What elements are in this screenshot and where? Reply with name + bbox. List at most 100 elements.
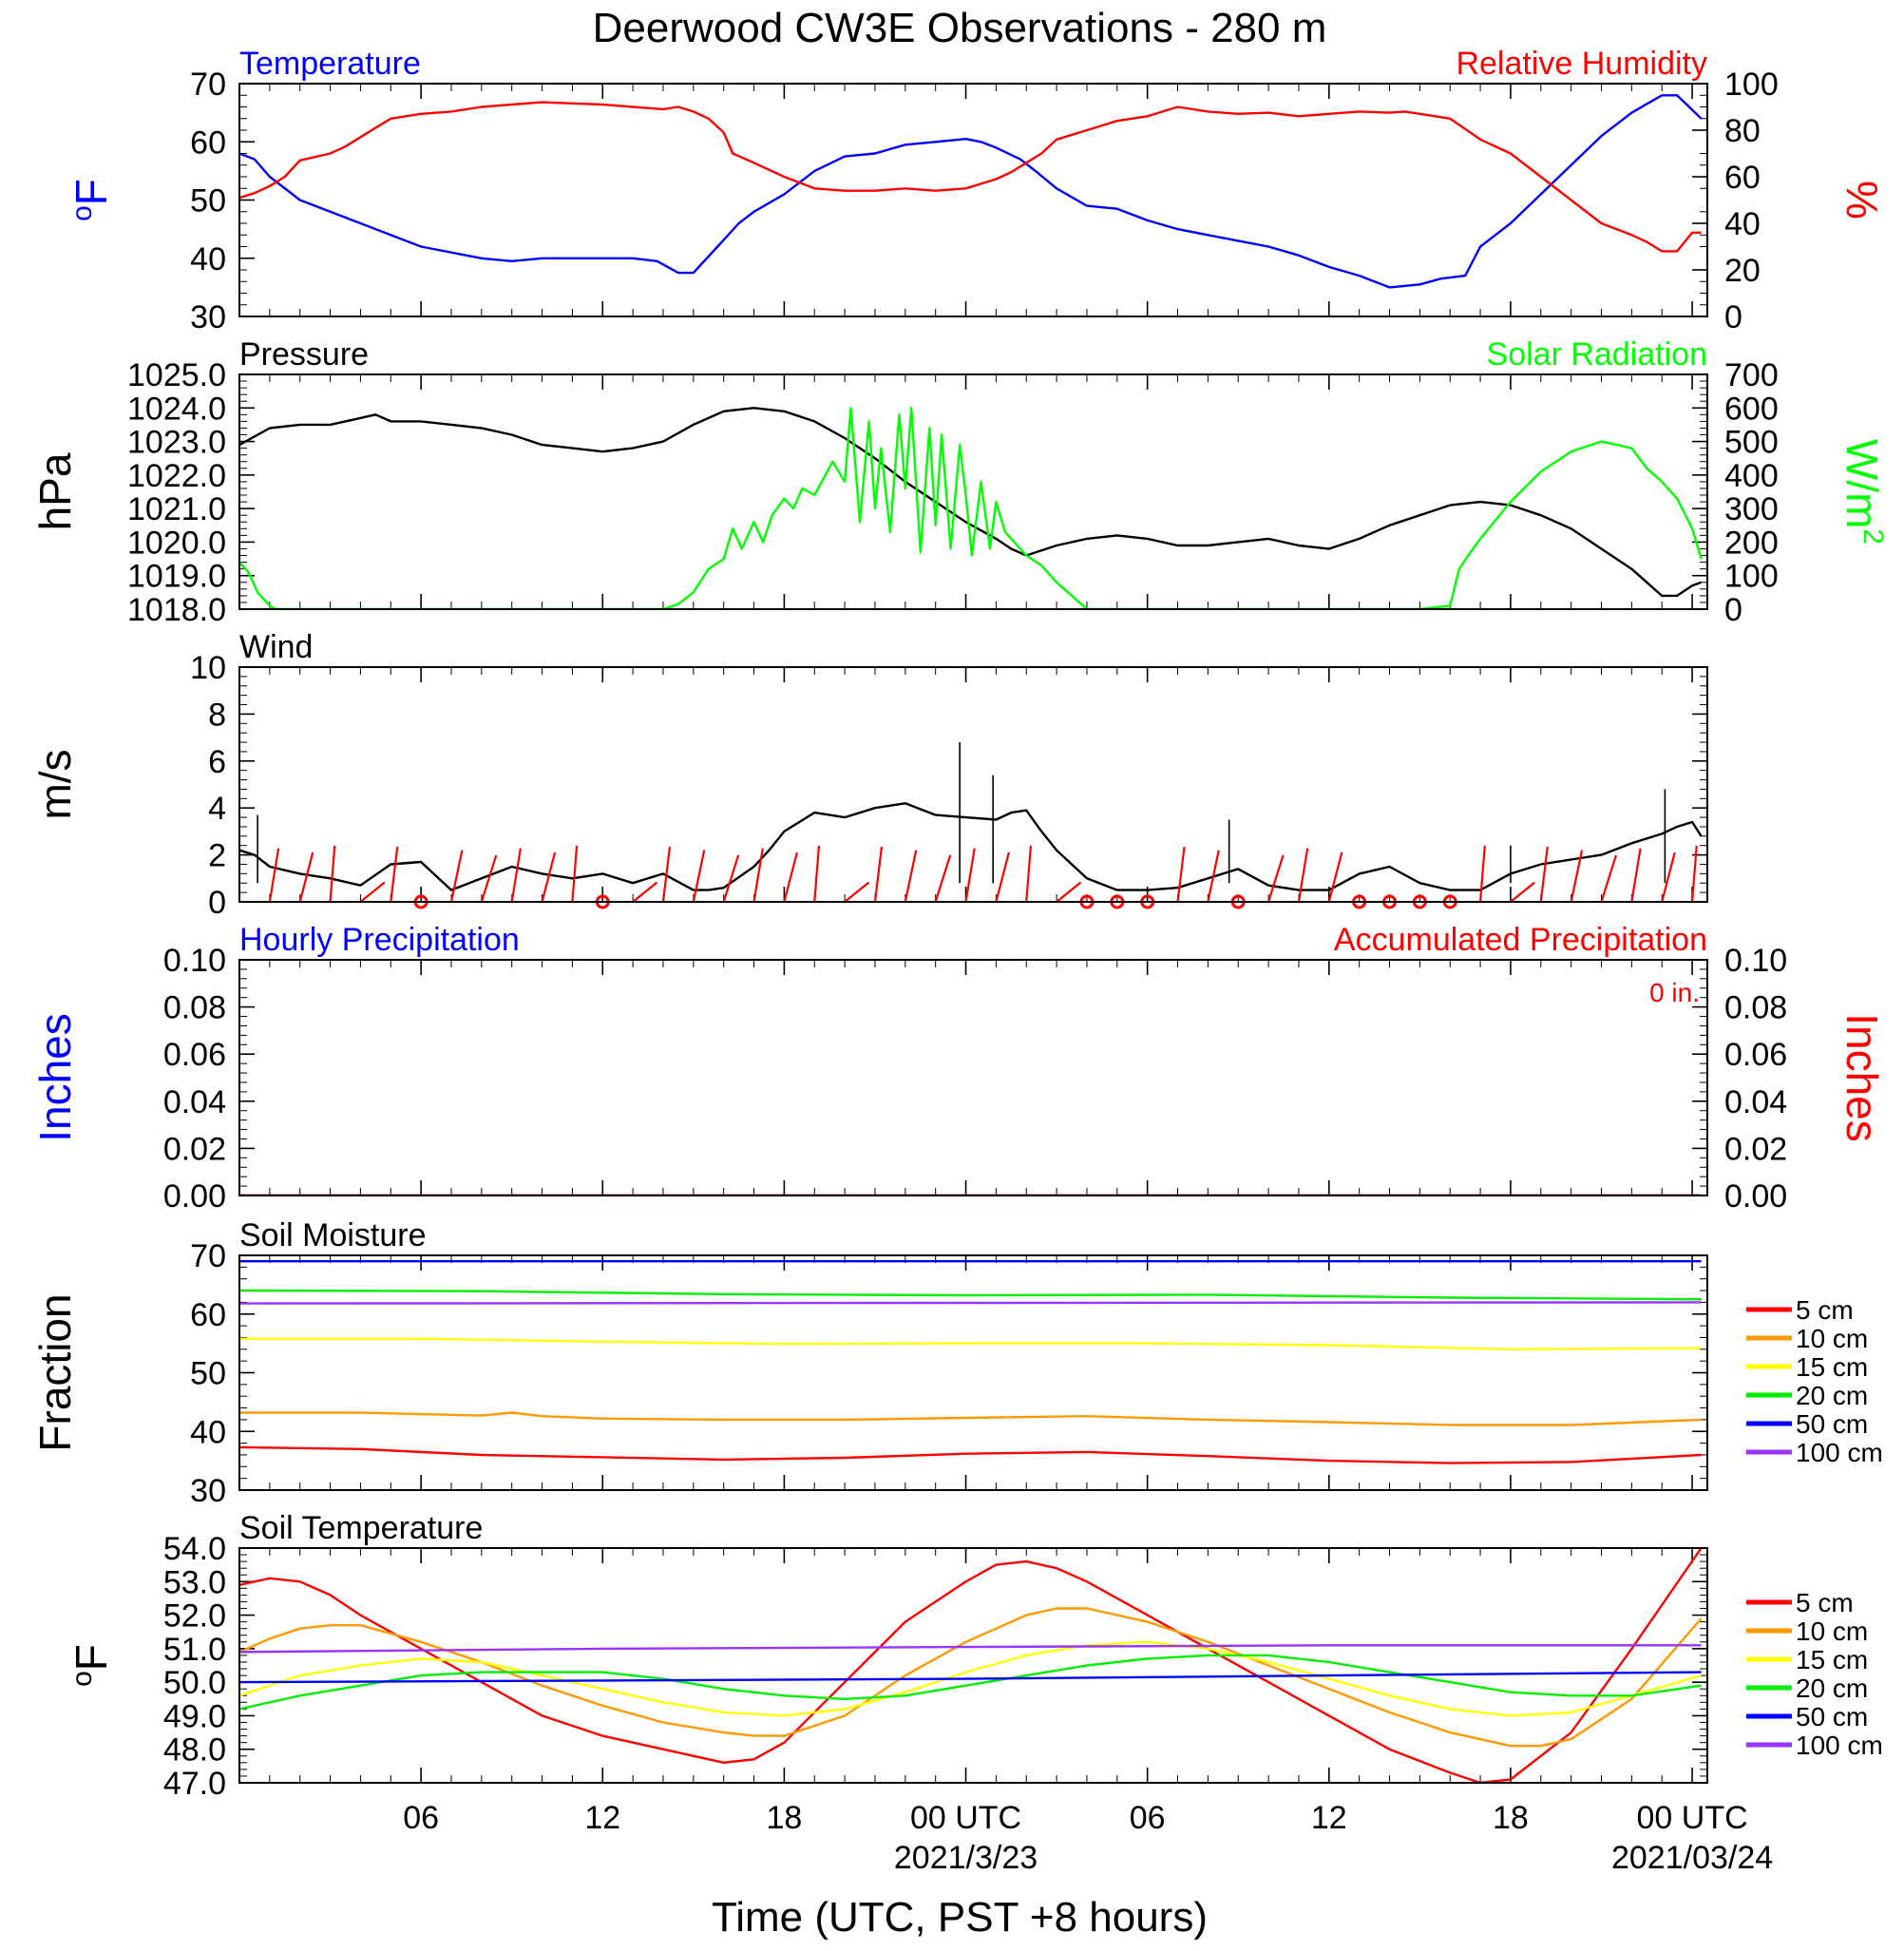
series-line-20-cm [239,1654,1702,1711]
wind-barb [934,854,952,903]
y-tick-label-left: 1018.0 [127,592,226,628]
wind-barb [1690,845,1698,903]
wind-barb [1661,851,1676,903]
wind-barb [692,850,706,903]
series-line-relative-humidity [239,101,1702,253]
legend-label: 10 cm [1796,1616,1868,1646]
series-line-20-cm [239,1289,1702,1301]
panel-frame [238,1547,1708,1784]
legend-label: 15 cm [1796,1645,1868,1674]
wind-barb [1267,854,1285,903]
wind-barb [480,854,498,903]
panel-title-left: Soil Moisture [239,1217,427,1253]
accumulated-total: 0 in. [1649,978,1700,1007]
panel-title-left: Hourly Precipitation [239,922,520,958]
y-axis-title-right: W/m2 [1837,439,1889,545]
legend-label: 50 cm [1796,1702,1868,1731]
series-line-pressure [239,407,1703,598]
series-line-100-cm [239,1301,1702,1305]
panel-title-right: Accumulated Precipitation [1334,922,1707,958]
y-tick-label-right: 300 [1724,491,1779,527]
y-axis-title-left: m/s [30,749,80,819]
y-tick-label-left: 30 [190,299,226,335]
wind-barb [1570,850,1584,903]
figure-title: Deerwood CW3E Observations - 280 m [593,5,1327,51]
time-axis: 06 12 18 00 UTC 2021/3/23 06 12 18 00 UTC 2021/03… [403,1800,1773,1876]
y-tick-label-left: 49.0 [163,1698,226,1734]
wind-barb [632,881,658,903]
wind-barb [813,845,821,903]
wind-barb [1297,848,1309,903]
series-group [239,94,1703,289]
y-tick-label-right: 0.06 [1724,1037,1787,1073]
panel-frame [238,959,1708,1196]
y-tick-label-left: 70 [190,1238,226,1274]
wind-barb [1510,881,1536,903]
y-tick-label-right: 500 [1724,425,1779,461]
y-axis-title-left: Inches [30,1013,80,1142]
y-tick-label-right: 600 [1724,391,1779,427]
legend-label: 100 cm [1796,1438,1883,1467]
y-tick-label-right: 100 [1724,67,1779,103]
wind-barb [1025,845,1033,903]
panel-title-right: Solar Radiation [1487,336,1707,373]
y-tick-label-right: 0.08 [1724,990,1787,1026]
wind-barb [1600,854,1618,903]
panel-frame [238,373,1708,610]
y-tick-label-left: 0.02 [163,1131,226,1167]
y-tick-label-right: 100 [1724,559,1779,595]
y-axis-title-left: oF [67,179,116,221]
panel-title-left: Soil Temperature [239,1510,483,1546]
y-tick-label-left: 50 [190,183,226,220]
legend-label: 10 cm [1796,1324,1868,1353]
y-tick-label-left: 6 [208,744,226,780]
wind-barb [1056,881,1082,903]
wind-barb [268,848,280,903]
legend-label: 15 cm [1796,1352,1868,1382]
wind-barb [510,848,523,903]
y-axis-title-right: Inches [1837,1013,1887,1142]
y-tick-label-left: 51.0 [163,1632,226,1668]
series-group [239,1260,1702,1464]
wind-barb [359,881,386,903]
y-axis-title-left: Fraction [30,1293,80,1451]
y-tick-label-left: 0.04 [163,1084,226,1120]
y-tick-label-left: 40 [190,241,226,277]
panel-title-right: Relative Humidity [1456,46,1707,82]
x-axis-title: Time (UTC, PST +8 hours) [712,1894,1208,1941]
y-tick-label-left: 40 [190,1414,226,1450]
y-tick-label-left: 1022.0 [127,458,226,494]
y-tick-label-left: 0 [208,885,226,921]
series-group [239,1548,1703,1783]
panel-frame [238,83,1708,317]
wind-barb [661,846,672,903]
y-tick-label-left: 53.0 [163,1564,226,1600]
y-tick-label-left: 54.0 [163,1531,226,1567]
legend-label: 5 cm [1796,1588,1854,1617]
x-tick-label: 06 [403,1800,439,1836]
y-tick-label-left: 0.06 [163,1037,226,1073]
y-tick-label-left: 30 [190,1473,226,1509]
legend-label: 100 cm [1796,1731,1883,1760]
series-line-temperature [239,94,1703,289]
y-tick-label-left: 70 [190,67,226,103]
y-tick-label-left: 10 [190,650,226,686]
y-tick-label-right: 0.04 [1724,1084,1787,1120]
x-tick-label: 12 [584,1800,620,1836]
y-tick-label-left: 48.0 [163,1732,226,1769]
series-line-5-cm [239,1445,1702,1464]
panel-frame [238,666,1708,903]
series-line-wind [239,802,1703,891]
wind-barb [722,854,740,903]
y-tick-label-left: 8 [208,697,226,733]
y-tick-label-right: 80 [1724,113,1761,149]
wind-barb [1630,848,1642,903]
panel-pressure_solar: 1018.01019.01020.01021.01022.01023.01024… [30,336,1889,628]
y-tick-label-right: 200 [1724,525,1779,561]
wind-barb [1539,846,1549,903]
series-line-50-cm [239,1671,1702,1684]
y-tick-label-right: 40 [1724,206,1761,242]
